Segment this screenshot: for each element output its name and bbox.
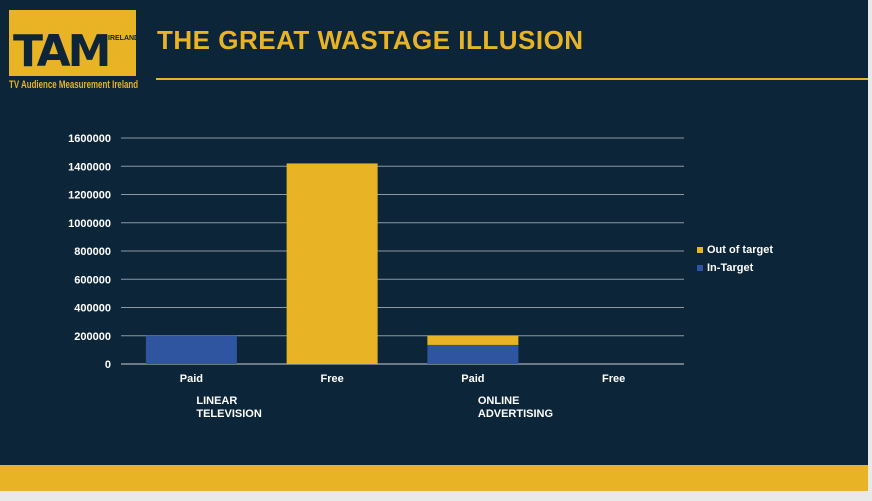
tam-logo: TAM IRELAND <box>9 10 140 77</box>
group-label: TELEVISION <box>196 408 261 420</box>
bar-out-of-target <box>286 163 378 364</box>
y-tick-label: 800000 <box>74 246 111 258</box>
group-label: ONLINE <box>478 395 520 407</box>
bar-in-target <box>427 344 519 364</box>
legend-swatch <box>697 265 703 271</box>
bar-in-target <box>145 335 237 364</box>
y-tick-label: 600000 <box>74 274 111 286</box>
legend-label: In-Target <box>707 262 754 274</box>
y-tick-label: 1000000 <box>68 218 111 230</box>
bar-out-of-target <box>427 335 519 345</box>
page-title: THE GREAT WASTAGE ILLUSION <box>157 25 584 55</box>
legend-item: Out of target <box>697 241 773 259</box>
y-tick-label: 200000 <box>74 331 111 343</box>
legend-swatch <box>697 247 703 253</box>
legend-item: In-Target <box>697 259 773 277</box>
logo-mark: TAM <box>13 26 111 77</box>
y-tick-label: 0 <box>105 359 111 371</box>
y-tick-label: 1600000 <box>68 133 111 145</box>
stacked-bar-chart: 0 200000 400000 600000 800000 1000000 1200000 1… <box>68 133 684 420</box>
y-tick-label: 400000 <box>74 303 111 315</box>
legend-label: Out of target <box>707 244 773 256</box>
chart-legend: Out of target In-Target <box>697 241 773 277</box>
x-tick-label: Paid <box>180 373 203 385</box>
x-tick-label: Free <box>321 373 344 385</box>
x-tick-label: Paid <box>461 373 484 385</box>
logo-country: IRELAND <box>108 35 140 42</box>
x-tick-label: Free <box>602 373 625 385</box>
logo-tagline: TV Audience Measurement Ireland <box>9 79 139 91</box>
slide: TAM IRELAND TV Audience Measurement Irel… <box>0 0 868 491</box>
footer-band <box>0 465 868 491</box>
title-divider <box>156 78 868 80</box>
group-label: ADVERTISING <box>478 408 553 420</box>
group-label: LINEAR <box>196 395 237 407</box>
y-tick-label: 1400000 <box>68 161 111 173</box>
y-tick-label: 1200000 <box>68 190 111 202</box>
